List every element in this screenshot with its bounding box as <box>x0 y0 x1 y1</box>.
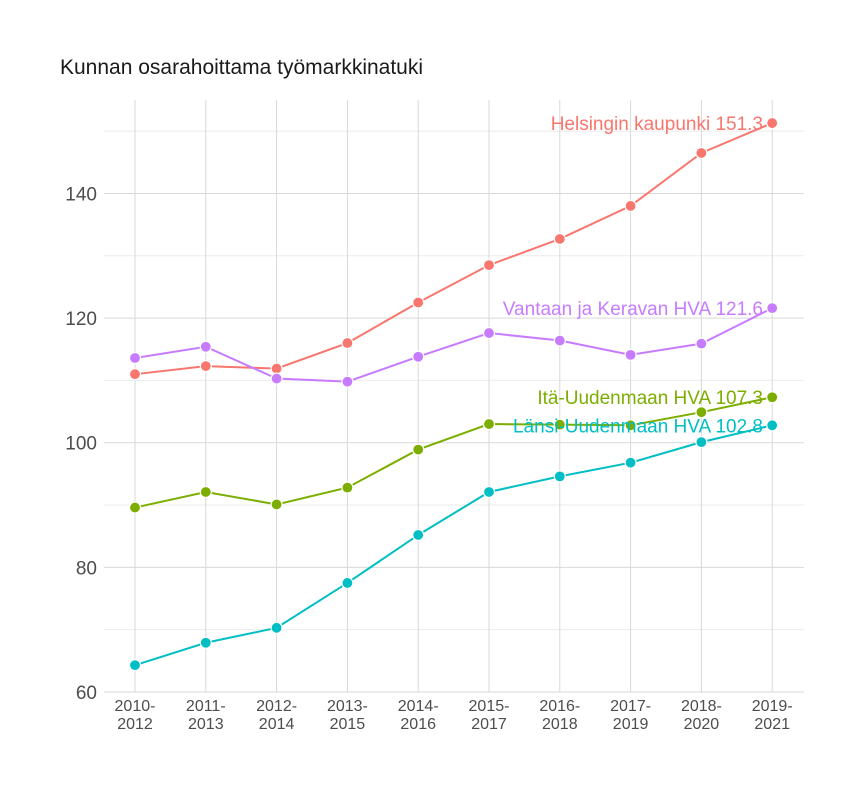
data-point-2-8 <box>695 406 708 419</box>
x-tick-line: 2021 <box>754 716 790 733</box>
data-point-1-8 <box>695 337 708 350</box>
data-point-0-7 <box>624 199 637 213</box>
data-point-1-1 <box>199 340 212 353</box>
x-tick-label-4: 2014-2016 <box>398 698 439 733</box>
data-point-2-2 <box>270 498 283 511</box>
series-line-3 <box>134 424 773 667</box>
data-point-3-3 <box>341 576 354 590</box>
y-axis-ticks: 60 80 100 120 140 <box>65 184 97 704</box>
x-tick-line: 2017- <box>610 698 651 715</box>
data-point-3-7 <box>624 456 637 469</box>
x-tick-line: 2013- <box>327 698 368 715</box>
data-point-2-1 <box>199 485 212 499</box>
x-tick-line: 2010- <box>115 698 156 715</box>
end-label-3: Länsi-Uudenmaan HVA 102.8 <box>513 416 763 437</box>
x-tick-line: 2012- <box>256 698 297 715</box>
data-point-0-9 <box>766 116 779 130</box>
grid <box>104 100 804 693</box>
y-tick-label-100: 100 <box>65 434 97 455</box>
data-point-1-5 <box>482 326 496 340</box>
data-point-2-0 <box>128 501 142 514</box>
x-tick-label-8: 2018-2020 <box>681 698 722 733</box>
series-line-2 <box>134 396 773 509</box>
x-tick-line: 2017 <box>471 716 507 733</box>
data-point-2-7 <box>624 419 637 432</box>
series-group <box>128 116 779 672</box>
data-point-0-4 <box>412 296 425 309</box>
data-point-1-3 <box>341 375 354 388</box>
end-label-0: Helsingin kaupunki 151.3 <box>551 114 763 135</box>
data-point-3-6 <box>553 470 566 483</box>
y-tick-label-140: 140 <box>65 184 97 205</box>
data-point-1-2 <box>270 372 283 385</box>
x-axis-ticks: 2010-2012 2011-2013 2012-2014 2013-2015 2014… <box>115 698 793 733</box>
x-tick-line: 2016- <box>539 698 580 715</box>
data-point-3-1 <box>199 636 212 649</box>
y-tick-label-60: 60 <box>76 683 97 704</box>
x-tick-line: 2011- <box>186 698 226 715</box>
series-line-0 <box>134 122 773 376</box>
data-point-1-4 <box>412 350 425 363</box>
data-point-3-4 <box>412 528 425 542</box>
data-point-2-9 <box>766 391 779 404</box>
end-label-2: Itä-Uudenmaan HVA 107.3 <box>537 388 763 409</box>
x-tick-line: 2015- <box>469 698 510 715</box>
data-point-3-9 <box>766 419 779 432</box>
x-tick-line: 2019- <box>752 698 793 715</box>
x-tick-label-1: 2011-2013 <box>186 698 226 733</box>
series-line-1 <box>134 307 773 383</box>
data-point-2-5 <box>482 417 496 431</box>
data-point-0-3 <box>341 336 354 350</box>
x-tick-label-5: 2015-2017 <box>469 698 510 733</box>
data-point-1-6 <box>553 334 566 347</box>
data-point-2-6 <box>553 418 566 431</box>
data-point-0-2 <box>270 362 283 375</box>
x-tick-label-3: 2013-2015 <box>327 698 368 733</box>
data-point-1-0 <box>128 351 142 365</box>
x-tick-line: 2014 <box>259 716 295 733</box>
x-tick-line: 2020 <box>684 716 720 733</box>
data-point-3-8 <box>695 436 708 449</box>
x-tick-line: 2016 <box>400 716 436 733</box>
x-tick-label-6: 2016-2018 <box>539 698 580 733</box>
x-tick-label-2: 2012-2014 <box>256 698 297 733</box>
end-label-1: Vantaan ja Keravan HVA 121.6 <box>503 299 763 320</box>
data-point-0-8 <box>695 146 708 160</box>
data-point-1-9 <box>766 302 779 315</box>
data-point-2-3 <box>341 481 354 494</box>
data-point-3-2 <box>270 621 283 634</box>
data-point-0-1 <box>199 359 212 373</box>
x-tick-line: 2019 <box>613 716 649 733</box>
data-point-0-6 <box>553 232 566 246</box>
x-tick-line: 2018- <box>681 698 722 715</box>
x-tick-line: 2013 <box>188 716 224 733</box>
y-tick-label-120: 120 <box>65 309 97 330</box>
x-tick-label-0: 2010-2012 <box>115 698 156 733</box>
data-point-0-5 <box>482 259 496 272</box>
data-point-1-7 <box>624 348 637 361</box>
data-point-3-5 <box>482 485 496 499</box>
data-point-0-0 <box>128 368 142 381</box>
x-tick-line: 2014- <box>398 698 439 715</box>
chart-title: Kunnan osarahoittama työmarkkinatuki <box>60 56 424 79</box>
data-point-2-4 <box>412 443 425 456</box>
x-tick-label-9: 2019-2021 <box>752 698 793 733</box>
x-tick-line: 2012 <box>117 716 153 733</box>
x-tick-label-7: 2017-2019 <box>610 698 651 733</box>
y-tick-label-80: 80 <box>76 558 97 579</box>
data-point-3-0 <box>128 659 142 672</box>
end-labels: Helsingin kaupunki 151.3 Vantaan ja Kerav… <box>503 114 763 437</box>
x-tick-line: 2015 <box>330 716 366 733</box>
x-tick-line: 2018 <box>542 716 578 733</box>
